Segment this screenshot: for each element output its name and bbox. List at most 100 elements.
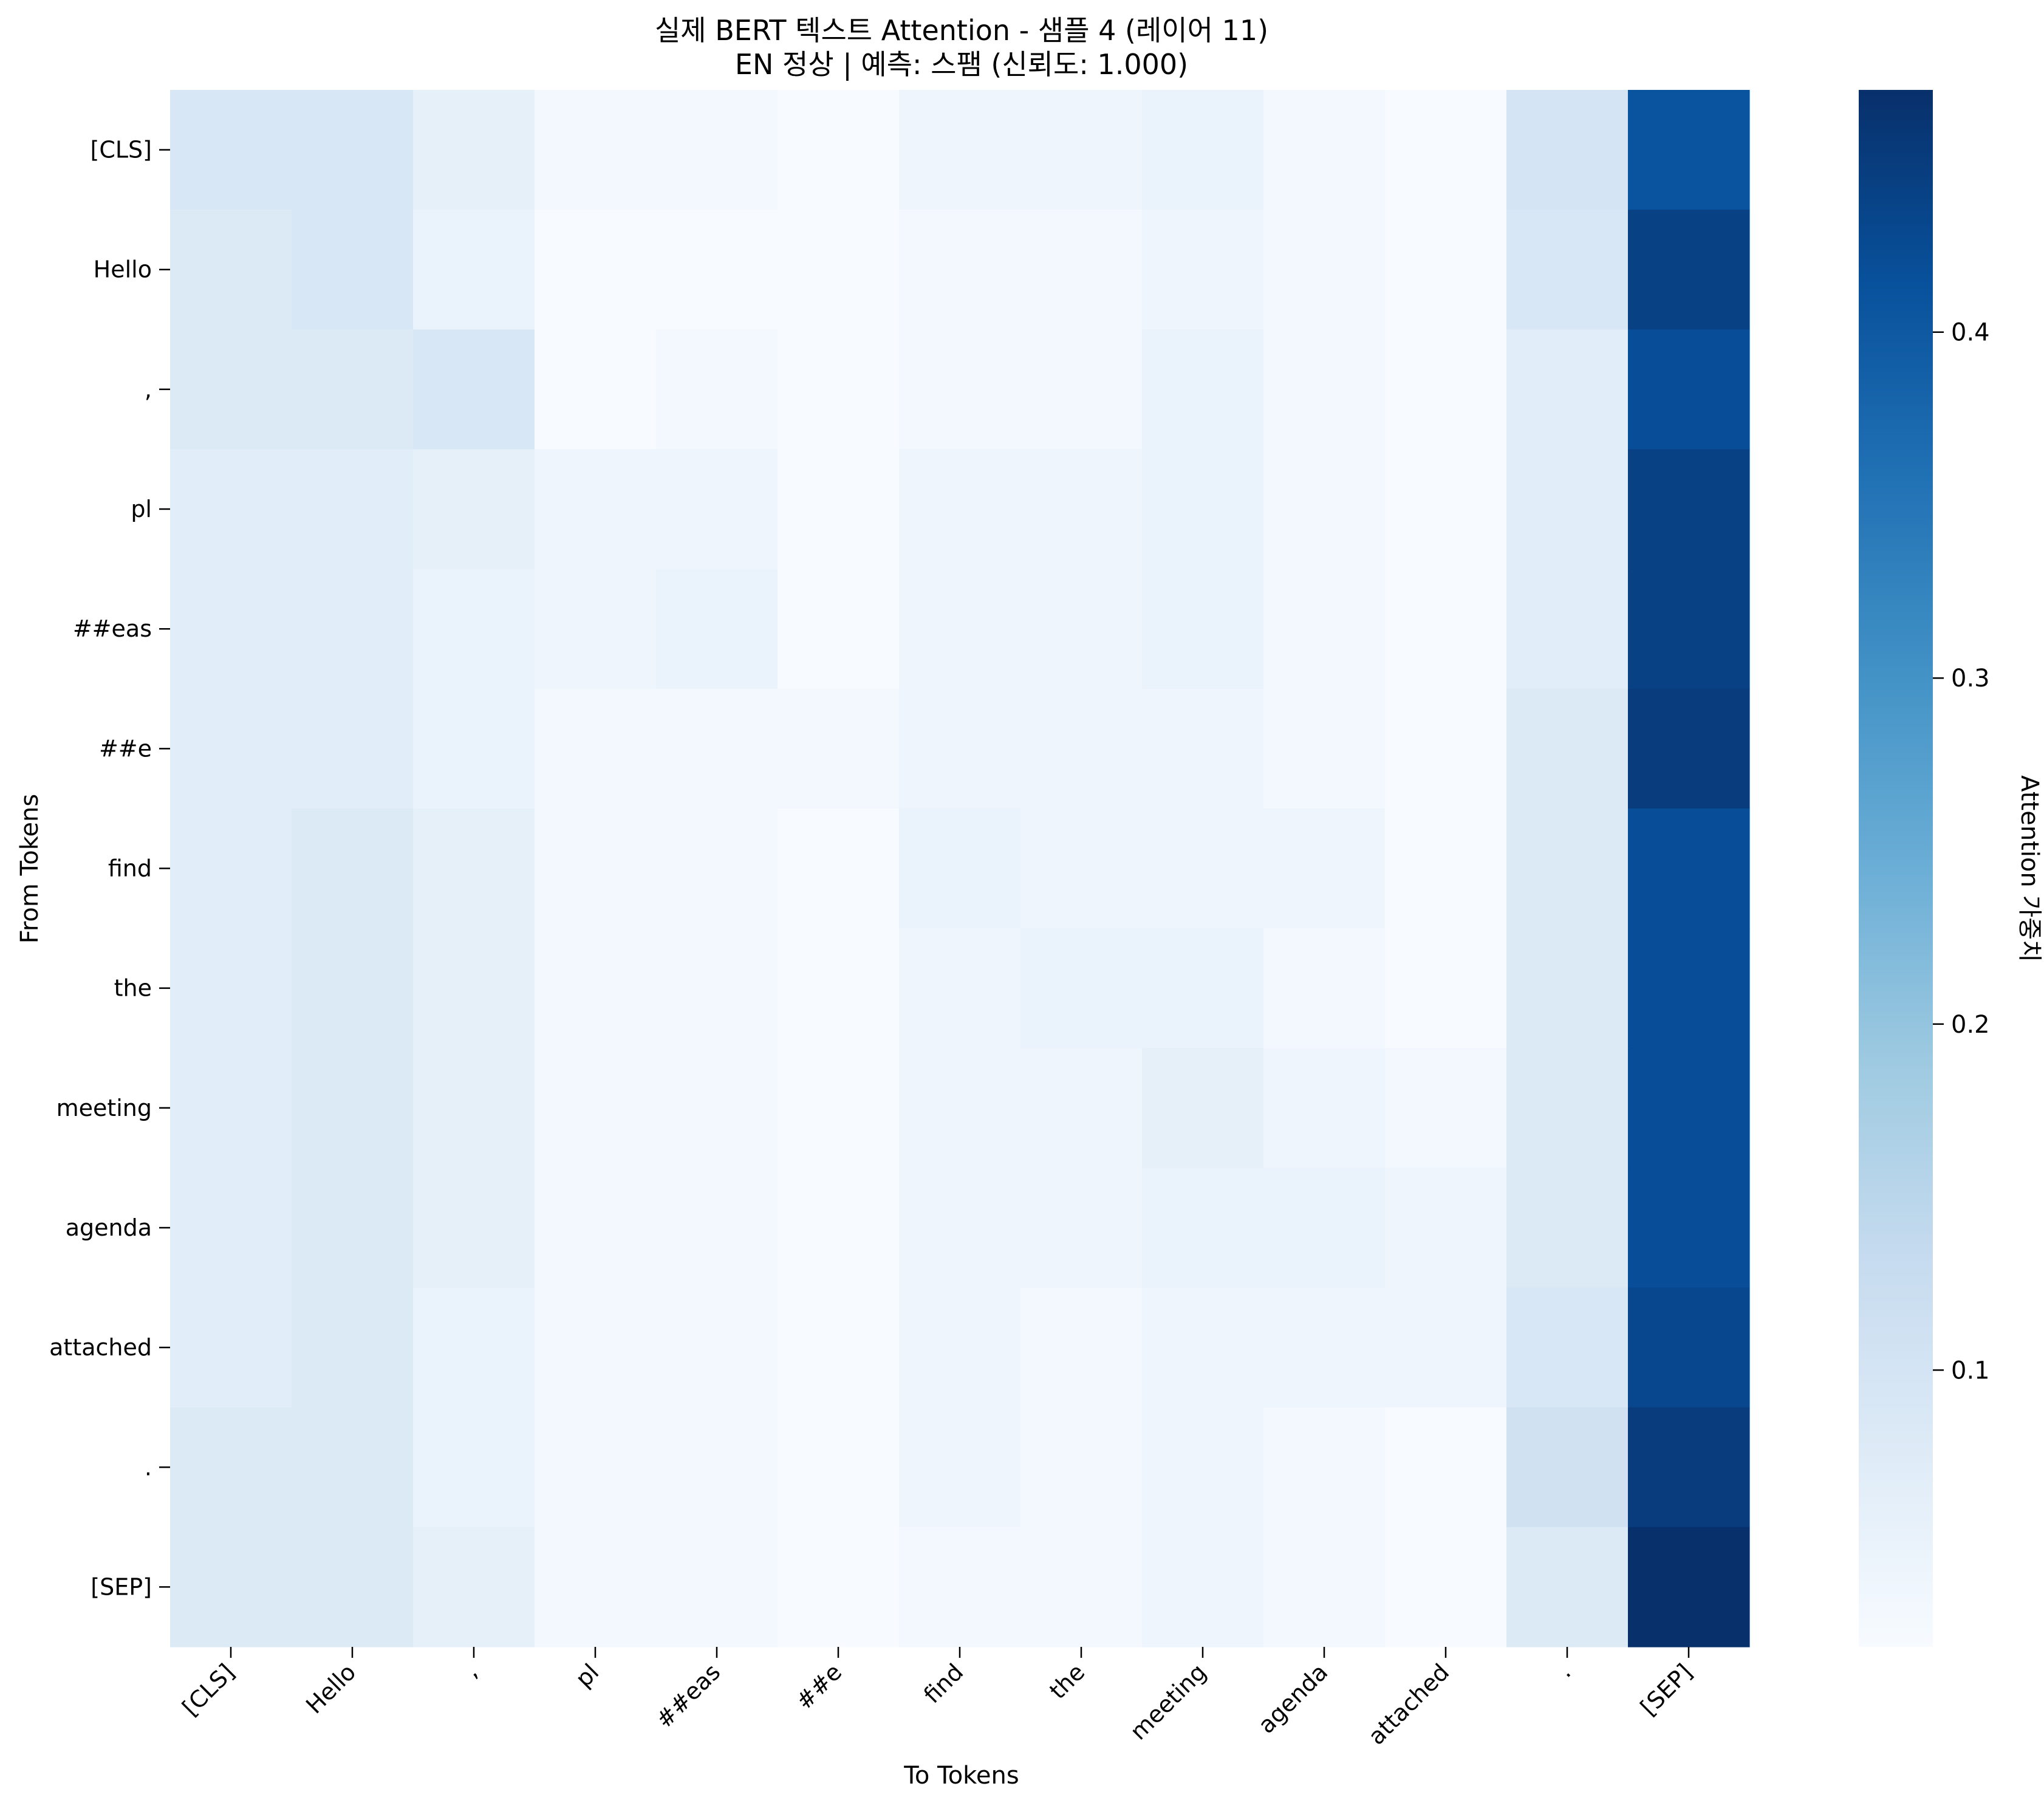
heatmap-cell-r2-c10	[1385, 329, 1507, 450]
y-tick-label: find	[108, 855, 152, 882]
heatmap-cell-r1-c1	[292, 210, 414, 330]
heatmap-cell-r6-c6	[899, 808, 1021, 929]
heatmap-cell-r12-c6	[899, 1527, 1021, 1647]
heatmap-cell-r8-c0	[170, 1048, 292, 1168]
heatmap-cell-r10-c6	[899, 1287, 1021, 1408]
heatmap-cell-r1-c5	[778, 210, 900, 330]
heatmap-cell-r9-c3	[535, 1168, 657, 1288]
heatmap-cell-r6-c0	[170, 808, 292, 929]
heatmap-cell-r7-c2	[413, 928, 535, 1049]
heatmap-cell-r1-c0	[170, 210, 292, 330]
heatmap-cell-r2-c6	[899, 329, 1021, 450]
heatmap-cell-r6-c8	[1142, 808, 1264, 929]
heatmap-cell-r7-c7	[1020, 928, 1143, 1049]
heatmap-cell-r5-c9	[1263, 688, 1386, 809]
heatmap-cell-r10-c8	[1142, 1287, 1264, 1408]
x-axis-ticks: [CLS] Hello, pl ##eas ##e find the meeting agend…	[177, 1647, 1697, 1750]
heatmap-cell-r6-c9	[1263, 808, 1386, 929]
y-tick-label: .	[145, 1454, 152, 1480]
heatmap-cell-r0-c1	[292, 90, 414, 210]
heatmap-cell-r11-c11	[1506, 1407, 1629, 1528]
heatmap-cell-r12-c10	[1385, 1527, 1507, 1647]
x-tick-label: .	[1552, 1658, 1576, 1683]
y-tick-label: meeting	[56, 1095, 152, 1121]
heatmap-cell-r2-c3	[535, 329, 657, 450]
heatmap-cell-r9-c9	[1263, 1168, 1386, 1288]
heatmap-cell-r8-c2	[413, 1048, 535, 1168]
colorbar-tick-label: 0.1	[1951, 1357, 1990, 1384]
heatmap-cell-r1-c8	[1142, 210, 1264, 330]
heatmap-cell-r7-c12	[1628, 928, 1750, 1049]
heatmap-cell-r7-c4	[656, 928, 778, 1049]
heatmap-cell-r2-c1	[292, 329, 414, 450]
heatmap-cell-r5-c6	[899, 688, 1021, 809]
heatmap-cell-r5-c4	[656, 688, 778, 809]
heatmap-cell-r8-c5	[778, 1048, 900, 1168]
heatmap-cell-r0-c11	[1506, 90, 1629, 210]
heatmap-cell-r1-c10	[1385, 210, 1507, 330]
x-tick-label: ,	[459, 1658, 483, 1683]
heatmap-cell-r2-c0	[170, 329, 292, 450]
colorbar-tick-label: 0.2	[1951, 1011, 1990, 1039]
heatmap-cell-r8-c6	[899, 1048, 1021, 1168]
heatmap-cell-r1-c6	[899, 210, 1021, 330]
heatmap-cell-r7-c3	[535, 928, 657, 1049]
heatmap-cell-r4-c1	[292, 569, 414, 689]
colorbar-tick-label: 0.3	[1951, 665, 1990, 693]
heatmap-cell-r7-c0	[170, 928, 292, 1049]
heatmap-cell-r0-c7	[1020, 90, 1143, 210]
heatmap-cell-r0-c5	[778, 90, 900, 210]
heatmap-cell-r12-c5	[778, 1527, 900, 1647]
heatmap-cell-r0-c9	[1263, 90, 1386, 210]
heatmap-cell-r2-c7	[1020, 329, 1143, 450]
heatmap-cell-r5-c2	[413, 688, 535, 809]
colorbar-tick-label: 0.4	[1951, 319, 1990, 347]
heatmap-cell-r9-c11	[1506, 1168, 1629, 1288]
heatmap-cell-r3-c8	[1142, 449, 1264, 570]
heatmap-cell-r10-c4	[656, 1287, 778, 1408]
heatmap-cell-r3-c0	[170, 449, 292, 570]
heatmap-cell-r5-c7	[1020, 688, 1143, 809]
heatmap-cell-r4-c6	[899, 569, 1021, 689]
heatmap-cell-r7-c8	[1142, 928, 1264, 1049]
heatmap-cell-r10-c5	[778, 1287, 900, 1408]
colorbar	[1859, 90, 1933, 1647]
heatmap-cell-r8-c9	[1263, 1048, 1386, 1168]
heatmap-cell-r11-c1	[292, 1407, 414, 1528]
heatmap-cell-r2-c8	[1142, 329, 1264, 450]
heatmap-cell-r10-c2	[413, 1287, 535, 1408]
heatmap-cell-r2-c2	[413, 329, 535, 450]
heatmap-cell-r11-c2	[413, 1407, 535, 1528]
heatmap-cell-r5-c10	[1385, 688, 1507, 809]
heatmap-cell-r9-c1	[292, 1168, 414, 1288]
y-axis-ticks: [CLS] Hello, pl ##eas ##e find the meeting agend…	[49, 137, 170, 1600]
y-tick-label: ,	[145, 376, 152, 403]
heatmap-cell-r12-c11	[1506, 1527, 1629, 1647]
heatmap-cell-r0-c8	[1142, 90, 1264, 210]
heatmap-cell-r4-c3	[535, 569, 657, 689]
heatmap-cell-r9-c7	[1020, 1168, 1143, 1288]
heatmap-cell-r12-c8	[1142, 1527, 1264, 1647]
heatmap-cell-r2-c9	[1263, 329, 1386, 450]
heatmap-cell-r10-c9	[1263, 1287, 1386, 1408]
heatmap-cell-r8-c4	[656, 1048, 778, 1168]
y-tick-label: attached	[49, 1334, 152, 1361]
chart-title: 실제 BERT 텍스트 Attention - 샘플 4 (레이어 11)	[655, 14, 1268, 47]
y-tick-label: agenda	[66, 1214, 152, 1241]
heatmap-cell-r3-c10	[1385, 449, 1507, 570]
heatmap-cell-r10-c12	[1628, 1287, 1750, 1408]
heatmap-cell-r0-c12	[1628, 90, 1750, 210]
heatmap-cell-r5-c1	[292, 688, 414, 809]
x-axis-label: To Tokens	[903, 1762, 1019, 1790]
heatmap-cell-r3-c1	[292, 449, 414, 570]
x-tick-label: [CLS]	[177, 1658, 239, 1721]
heatmap-cell-r1-c9	[1263, 210, 1386, 330]
heatmap-cell-r9-c8	[1142, 1168, 1264, 1288]
heatmap-cell-r0-c3	[535, 90, 657, 210]
heatmap-cell-r9-c5	[778, 1168, 900, 1288]
heatmap-cell-r2-c5	[778, 329, 900, 450]
heatmap-cell-r6-c7	[1020, 808, 1143, 929]
colorbar-label: Attention 가중치	[2015, 775, 2043, 962]
heatmap-cell-r11-c6	[899, 1407, 1021, 1528]
heatmap-cell-r0-c10	[1385, 90, 1507, 210]
